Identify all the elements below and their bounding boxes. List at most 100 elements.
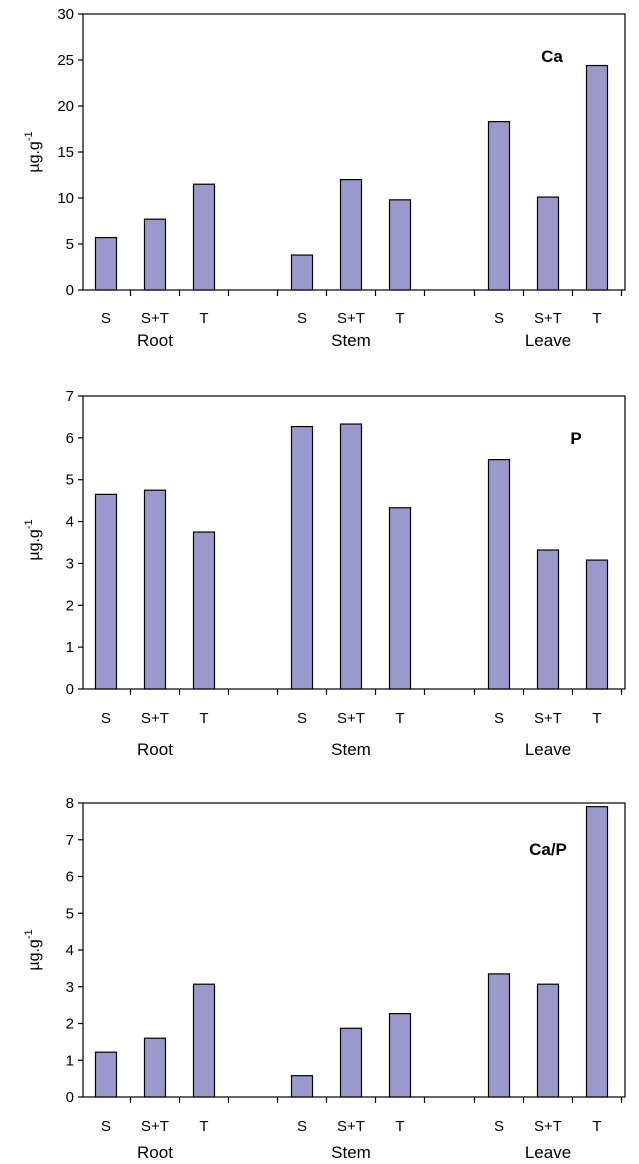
x-category-label: S+T [337,710,365,727]
y-tick-label: 7 [66,832,74,849]
bar-leave-t [585,806,609,1098]
y-tick-label: 2 [66,1016,74,1033]
x-category-label: S+T [337,1118,365,1135]
x-category-label: S+T [534,710,562,727]
y-tick-label: 1 [66,639,74,656]
y-axis-label-exponent: -1 [23,929,35,939]
x-category-label: T [199,310,208,327]
bar-root-s [94,1051,118,1098]
bar-stem-splust [339,1027,363,1098]
x-category-label: T [592,1118,601,1135]
y-tick-label: 5 [66,905,74,922]
x-category-label: T [592,310,601,327]
bar-stem-t [388,1012,412,1098]
group-label: Root [137,331,173,350]
bar-root-t [192,183,216,291]
x-category-label: S+T [534,310,562,327]
y-axis-label: µg.g-1 [23,519,43,560]
bar-root-t [192,983,216,1098]
bar-root-splust [143,1037,167,1098]
y-axis-label: µg.g-1 [23,131,43,172]
y-tick-label: 4 [66,514,74,531]
bar-leave-s [487,973,511,1098]
panel-1: 0 5 10 15 20 25 30 S S+T T Root S S+T T Stem S S+T T Leave… [23,6,626,350]
y-tick-label: 6 [66,869,74,886]
panel-title: Ca [541,47,563,66]
panel-3: 0 1 2 3 4 5 6 7 8 S S+T T Root S S+T T Stem S S+T T Leave Ca/… [23,795,626,1162]
x-category-label: S+T [141,1118,169,1135]
bar-stem-t [388,507,412,690]
group-label: Stem [331,1143,371,1162]
group-label: Root [137,1143,173,1162]
x-category-label: S [297,310,307,327]
y-tick-label: 10 [57,190,74,207]
group-label: Leave [525,740,571,759]
y-tick-label: 6 [66,430,74,447]
y-tick-label: 0 [66,1089,74,1106]
bar-root-splust [143,218,167,291]
x-category-label: T [395,1118,404,1135]
x-category-label: S+T [141,710,169,727]
bar-stem-s [290,1075,314,1098]
x-category-label: T [395,710,404,727]
y-tick-label: 25 [57,52,74,69]
x-category-label: T [199,1118,208,1135]
x-category-label: S [101,1118,111,1135]
x-category-label: S+T [337,310,365,327]
bar-stem-s [290,425,314,690]
group-label: Leave [525,1143,571,1162]
y-tick-label: 0 [66,282,74,299]
y-tick-label: 3 [66,555,74,572]
x-category-label: T [592,710,601,727]
x-category-label: S [494,1118,504,1135]
y-tick-label: 15 [57,144,74,161]
bar-root-splust [143,489,167,690]
x-category-label: S+T [534,1118,562,1135]
y-tick-label: 2 [66,597,74,614]
x-category-label: T [395,310,404,327]
bar-stem-t [388,199,412,291]
bar-stem-splust [339,179,363,291]
y-tick-label: 20 [57,98,74,115]
x-category-label: S [101,310,111,327]
x-category-label: S [101,710,111,727]
bar-root-s [94,236,118,291]
bar-leave-t [585,64,609,291]
bar-root-s [94,493,118,690]
y-tick-label: 30 [57,6,74,23]
y-tick-label: 3 [66,979,74,996]
bar-root-t [192,531,216,690]
y-tick-label: 4 [66,942,74,959]
y-tick-label: 1 [66,1052,74,1069]
group-label: Leave [525,331,571,350]
x-category-label: S [494,710,504,727]
y-tick-label: 5 [66,236,74,253]
y-tick-label: 7 [66,388,74,405]
bar-leave-t [585,559,609,690]
y-axis-label-exponent: -1 [23,131,35,141]
group-label: Stem [331,331,371,350]
bar-leave-splust [536,983,560,1098]
y-tick-label: 5 [66,472,74,489]
bar-leave-splust [536,549,560,690]
y-axis-label-exponent: -1 [23,519,35,529]
x-category-label: S [297,710,307,727]
x-category-label: S [494,310,504,327]
group-label: Root [137,740,173,759]
y-tick-label: 8 [66,795,74,812]
bar-stem-s [290,254,314,291]
x-category-label: S+T [141,310,169,327]
x-category-label: T [199,710,208,727]
panel-title: P [570,429,581,448]
bar-stem-splust [339,423,363,690]
x-category-label: S [297,1118,307,1135]
panel-2: 0 1 2 3 4 5 6 7 S S+T T Root S S+T T Stem S S+T T Leave Pµg.… [23,388,626,759]
bar-leave-splust [536,196,560,291]
panel-title: Ca/P [529,840,567,859]
group-label: Stem [331,740,371,759]
bar-leave-s [487,121,511,291]
y-axis-label: µg.g-1 [23,929,43,970]
bar-leave-s [487,459,511,690]
